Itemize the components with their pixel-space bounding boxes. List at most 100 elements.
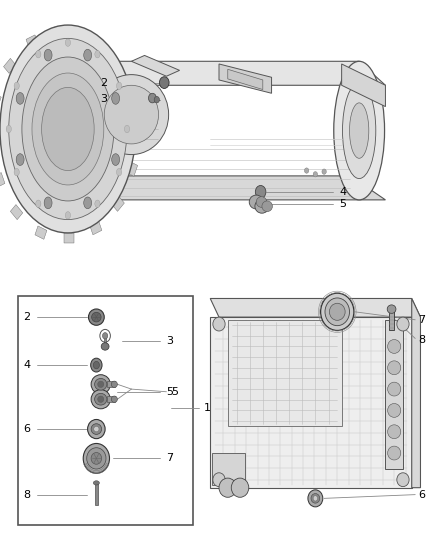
- Ellipse shape: [313, 496, 318, 501]
- Ellipse shape: [98, 396, 104, 402]
- Bar: [26, 35, 38, 49]
- Text: 1: 1: [204, 403, 211, 413]
- Ellipse shape: [256, 197, 267, 207]
- Bar: [127, 161, 138, 176]
- Ellipse shape: [111, 396, 117, 402]
- Bar: [90, 221, 102, 235]
- Ellipse shape: [343, 83, 376, 179]
- Bar: [385, 320, 403, 469]
- Ellipse shape: [112, 93, 120, 104]
- Ellipse shape: [84, 197, 92, 209]
- Bar: [132, 123, 140, 135]
- Ellipse shape: [83, 443, 110, 473]
- Ellipse shape: [32, 73, 104, 185]
- Ellipse shape: [159, 77, 169, 88]
- Ellipse shape: [313, 172, 318, 177]
- Polygon shape: [61, 176, 385, 200]
- Ellipse shape: [95, 378, 107, 390]
- Ellipse shape: [154, 96, 159, 103]
- Polygon shape: [228, 320, 342, 426]
- Polygon shape: [61, 61, 385, 85]
- Ellipse shape: [388, 382, 401, 396]
- Ellipse shape: [87, 448, 106, 469]
- Ellipse shape: [94, 426, 99, 432]
- Ellipse shape: [95, 51, 100, 58]
- Ellipse shape: [65, 212, 71, 219]
- Bar: [112, 196, 124, 212]
- Polygon shape: [61, 61, 96, 200]
- Ellipse shape: [44, 49, 52, 61]
- Ellipse shape: [334, 61, 385, 200]
- Bar: [105, 50, 117, 65]
- Bar: [212, 453, 245, 485]
- Ellipse shape: [117, 82, 122, 90]
- Ellipse shape: [213, 473, 225, 487]
- Polygon shape: [219, 64, 272, 93]
- Polygon shape: [210, 317, 412, 488]
- Ellipse shape: [98, 381, 104, 387]
- Ellipse shape: [92, 312, 101, 322]
- Ellipse shape: [213, 317, 225, 331]
- Text: 6: 6: [24, 424, 31, 434]
- Bar: [54, 27, 64, 36]
- Text: 8: 8: [418, 335, 425, 345]
- Bar: [4, 58, 16, 74]
- Ellipse shape: [388, 446, 401, 460]
- Ellipse shape: [88, 309, 104, 325]
- Text: 4: 4: [24, 360, 31, 370]
- Ellipse shape: [111, 381, 117, 387]
- Ellipse shape: [255, 185, 266, 198]
- Bar: [95, 484, 98, 505]
- Text: 3: 3: [100, 94, 107, 103]
- Ellipse shape: [9, 38, 127, 220]
- Bar: [81, 30, 93, 44]
- Ellipse shape: [329, 303, 345, 320]
- Text: 4: 4: [339, 187, 346, 197]
- Ellipse shape: [397, 473, 409, 487]
- Ellipse shape: [91, 453, 102, 464]
- Text: 8: 8: [24, 490, 31, 499]
- Text: 3: 3: [166, 336, 173, 346]
- Ellipse shape: [101, 343, 109, 350]
- Ellipse shape: [388, 403, 401, 417]
- Ellipse shape: [91, 424, 102, 434]
- Bar: [123, 83, 134, 97]
- Polygon shape: [131, 55, 180, 76]
- Bar: [18, 296, 193, 525]
- Ellipse shape: [388, 361, 401, 375]
- Ellipse shape: [91, 358, 102, 372]
- Ellipse shape: [325, 298, 350, 326]
- Ellipse shape: [388, 340, 401, 353]
- Bar: [322, 301, 333, 321]
- Ellipse shape: [91, 375, 110, 394]
- Ellipse shape: [311, 494, 320, 503]
- Text: 5: 5: [339, 199, 346, 209]
- Ellipse shape: [36, 51, 41, 58]
- Ellipse shape: [117, 168, 122, 176]
- Ellipse shape: [124, 125, 130, 133]
- Ellipse shape: [16, 154, 24, 165]
- Ellipse shape: [387, 305, 396, 313]
- Ellipse shape: [308, 490, 323, 507]
- Ellipse shape: [350, 103, 369, 158]
- Ellipse shape: [321, 293, 354, 330]
- Ellipse shape: [219, 478, 237, 497]
- Ellipse shape: [262, 201, 272, 212]
- Polygon shape: [342, 64, 385, 107]
- Ellipse shape: [14, 168, 19, 176]
- Ellipse shape: [35, 200, 41, 207]
- Ellipse shape: [93, 481, 99, 485]
- Ellipse shape: [0, 25, 136, 233]
- Ellipse shape: [95, 393, 107, 405]
- Ellipse shape: [14, 82, 19, 90]
- Text: 7: 7: [418, 315, 425, 325]
- Bar: [389, 309, 394, 330]
- Ellipse shape: [93, 361, 99, 369]
- Ellipse shape: [22, 57, 114, 201]
- Ellipse shape: [255, 199, 269, 213]
- Ellipse shape: [102, 333, 108, 339]
- Ellipse shape: [104, 85, 159, 144]
- Ellipse shape: [148, 93, 156, 103]
- Ellipse shape: [88, 419, 105, 439]
- Bar: [0, 173, 5, 187]
